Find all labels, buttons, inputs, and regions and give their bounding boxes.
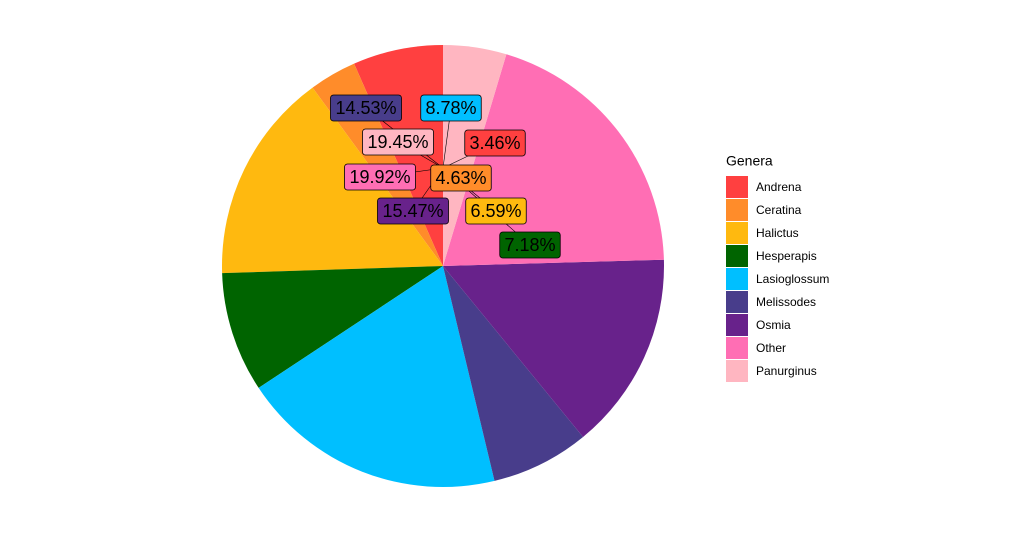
data-label: 14.53% bbox=[335, 98, 396, 118]
pie-slice bbox=[258, 266, 495, 488]
legend-label: Hesperapis bbox=[756, 249, 817, 263]
legend-label: Lasioglossum bbox=[756, 272, 829, 286]
label-box bbox=[420, 94, 482, 122]
label-box bbox=[330, 94, 402, 122]
label-box bbox=[464, 129, 526, 157]
data-label: 7.18% bbox=[504, 235, 555, 255]
pie-slice bbox=[443, 266, 584, 481]
data-label: 4.63% bbox=[435, 168, 486, 188]
legend-key bbox=[726, 337, 748, 359]
legend-key bbox=[726, 291, 748, 313]
legend-label: Andrena bbox=[756, 180, 802, 194]
legend-label: Other bbox=[756, 341, 786, 355]
label-box bbox=[362, 128, 434, 156]
legend-key bbox=[726, 199, 748, 221]
pie-slice bbox=[443, 259, 664, 437]
data-label: 8.78% bbox=[425, 98, 476, 118]
label-box bbox=[430, 164, 492, 192]
data-label: 19.45% bbox=[367, 132, 428, 152]
data-label: 3.46% bbox=[469, 133, 520, 153]
label-box bbox=[499, 231, 561, 259]
pie-slice bbox=[222, 87, 443, 274]
legend-label: Halictus bbox=[756, 226, 799, 240]
legend-label: Ceratina bbox=[756, 203, 802, 217]
data-label: 6.59% bbox=[470, 201, 521, 221]
data-label: 15.47% bbox=[382, 201, 443, 221]
label-box bbox=[465, 197, 527, 225]
legend-label: Melissodes bbox=[756, 295, 816, 309]
legend-key bbox=[726, 360, 748, 382]
legend-key bbox=[726, 268, 748, 290]
data-label: 19.92% bbox=[349, 167, 410, 187]
legend-label: Osmia bbox=[756, 318, 791, 332]
legend-label: Panurginus bbox=[756, 364, 817, 378]
legend-title: Genera bbox=[726, 153, 773, 169]
legend-key bbox=[726, 176, 748, 198]
legend-key bbox=[726, 222, 748, 244]
pie-slice bbox=[222, 266, 443, 388]
label-box bbox=[377, 197, 449, 225]
label-box bbox=[344, 163, 416, 191]
legend-key bbox=[726, 314, 748, 336]
legend-key bbox=[726, 245, 748, 267]
